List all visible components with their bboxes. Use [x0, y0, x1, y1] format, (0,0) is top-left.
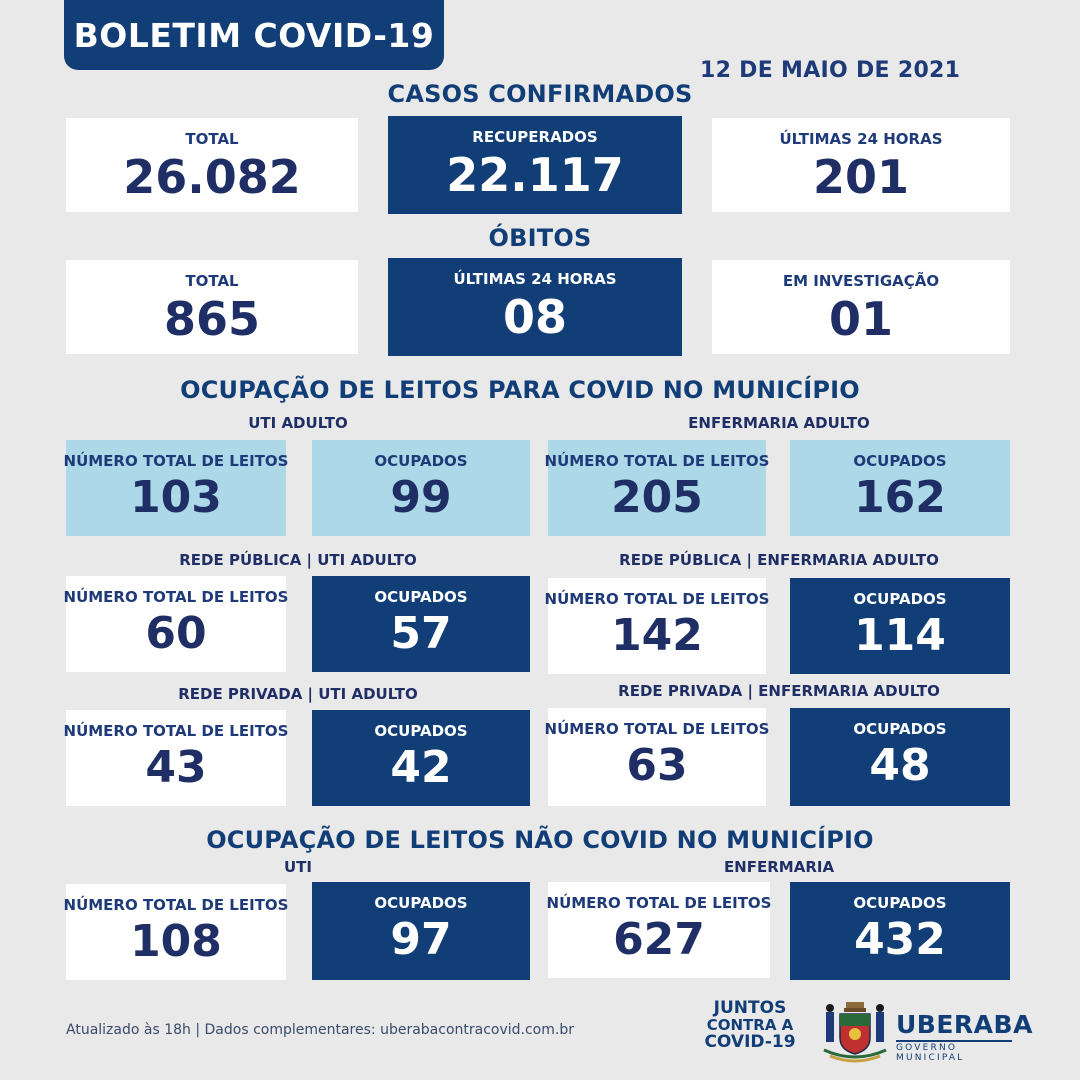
card-label: OCUPADOS: [853, 590, 947, 608]
juntos-line-1: JUNTOS: [713, 998, 787, 1018]
card-value: 99: [390, 472, 452, 523]
bulletin-title: BOLETIM COVID-19: [64, 0, 444, 70]
card-value: 43: [145, 742, 207, 793]
city-name: UBERABA: [896, 1010, 1033, 1039]
card-pub-enf-ocupados: OCUPADOS 114: [790, 578, 1010, 674]
card-casos-recuperados: RECUPERADOS 22.117: [388, 116, 682, 214]
card-value: 205: [611, 472, 703, 523]
card-label: NÚMERO TOTAL DE LEITOS: [544, 452, 770, 470]
subtitle-uti: UTI: [284, 858, 312, 876]
card-obitos-investigacao: EM INVESTIGAÇÃO 01: [712, 260, 1010, 354]
card-uti-ocupados: OCUPADOS 99: [312, 440, 530, 536]
card-label: RECUPERADOS: [472, 128, 598, 146]
card-label: NÚMERO TOTAL DE LEITOS: [546, 894, 772, 912]
card-value: 57: [390, 608, 452, 659]
subtitle-uti-adulto: UTI ADULTO: [248, 414, 348, 432]
card-label: NÚMERO TOTAL DE LEITOS: [63, 722, 289, 740]
card-priv-uti-ocupados: OCUPADOS 42: [312, 710, 530, 806]
card-label: TOTAL: [185, 272, 239, 290]
bulletin-date: 12 DE MAIO DE 2021: [700, 58, 961, 83]
government-label: GOVERNO MUNICIPAL: [896, 1040, 1012, 1063]
card-value: 63: [626, 740, 688, 791]
card-obitos-ultimas-24h: ÚLTIMAS 24 HORAS 08: [388, 258, 682, 356]
card-label: NÚMERO TOTAL DE LEITOS: [544, 720, 770, 738]
card-pub-enf-total-leitos: NÚMERO TOTAL DE LEITOS 142: [545, 578, 769, 674]
card-pub-uti-total-leitos: NÚMERO TOTAL DE LEITOS 60: [63, 576, 289, 672]
card-label: NÚMERO TOTAL DE LEITOS: [63, 896, 289, 914]
card-label: OCUPADOS: [374, 452, 468, 470]
subtitle-rede-privada-uti: REDE PRIVADA | UTI ADULTO: [178, 685, 418, 703]
section-leitos-covid: OCUPAÇÃO DE LEITOS PARA COVID NO MUNICÍP…: [180, 376, 860, 404]
uberaba-logo: UBERABA GOVERNO MUNICIPAL: [896, 1010, 1033, 1063]
card-enf-ocupados: OCUPADOS 162: [790, 440, 1010, 536]
section-obitos: ÓBITOS: [488, 224, 592, 252]
card-value: 60: [145, 608, 207, 659]
card-value: 42: [390, 742, 452, 793]
subtitle-enfermaria: ENFERMARIA: [723, 858, 835, 876]
card-nc-uti-ocupados: OCUPADOS 97: [312, 882, 530, 980]
card-priv-enf-total-leitos: NÚMERO TOTAL DE LEITOS 63: [545, 708, 769, 806]
card-label: ÚLTIMAS 24 HORAS: [779, 130, 943, 148]
card-obitos-total: TOTAL 865: [66, 260, 358, 354]
card-label: OCUPADOS: [374, 588, 468, 606]
card-label: NÚMERO TOTAL DE LEITOS: [63, 452, 289, 470]
card-uti-total-leitos: NÚMERO TOTAL DE LEITOS 103: [63, 440, 289, 536]
card-label: OCUPADOS: [853, 452, 947, 470]
footer-note: Atualizado às 18h | Dados complementares…: [66, 1022, 574, 1038]
section-leitos-nao-covid: OCUPAÇÃO DE LEITOS NÃO COVID NO MUNICÍPI…: [206, 826, 874, 854]
card-casos-total: TOTAL 26.082: [66, 118, 358, 212]
card-value: 114: [854, 610, 946, 661]
card-value: 97: [390, 914, 452, 965]
juntos-contra-covid-logo: JUNTOS CONTRA A COVID-19: [700, 998, 800, 1052]
subtitle-rede-publica-uti: REDE PÚBLICA | UTI ADULTO: [179, 551, 417, 569]
card-pub-uti-ocupados: OCUPADOS 57: [312, 576, 530, 672]
card-value: 48: [869, 740, 931, 791]
card-priv-uti-total-leitos: NÚMERO TOTAL DE LEITOS 43: [63, 710, 289, 806]
card-value: 108: [130, 916, 222, 967]
juntos-line-3: COVID-19: [704, 1031, 796, 1052]
card-label: OCUPADOS: [853, 894, 947, 912]
subtitle-rede-privada-enfermaria: REDE PRIVADA | ENFERMARIA ADULTO: [618, 682, 940, 700]
card-value: 201: [812, 150, 910, 204]
card-label: OCUPADOS: [374, 722, 468, 740]
card-nc-uti-total-leitos: NÚMERO TOTAL DE LEITOS 108: [63, 884, 289, 980]
card-label: TOTAL: [185, 130, 239, 148]
card-label: OCUPADOS: [853, 720, 947, 738]
city-crest-icon: [823, 1002, 887, 1063]
subtitle-rede-publica-enfermaria: REDE PÚBLICA | ENFERMARIA ADULTO: [619, 551, 939, 569]
section-casos-confirmados: CASOS CONFIRMADOS: [387, 80, 693, 108]
card-label: OCUPADOS: [374, 894, 468, 912]
card-value: 432: [854, 914, 946, 965]
card-nc-enf-ocupados: OCUPADOS 432: [790, 882, 1010, 980]
subtitle-enfermaria-adulto: ENFERMARIA ADULTO: [688, 414, 870, 432]
card-value: 627: [613, 914, 705, 965]
card-value: 08: [502, 290, 567, 344]
card-label: NÚMERO TOTAL DE LEITOS: [544, 590, 770, 608]
card-label: NÚMERO TOTAL DE LEITOS: [63, 588, 289, 606]
card-value: 26.082: [123, 150, 301, 204]
card-value: 01: [828, 292, 893, 346]
card-value: 103: [130, 472, 222, 523]
card-label: EM INVESTIGAÇÃO: [782, 272, 940, 290]
card-value: 865: [163, 292, 261, 346]
card-label: ÚLTIMAS 24 HORAS: [453, 270, 617, 288]
card-priv-enf-ocupados: OCUPADOS 48: [790, 708, 1010, 806]
card-value: 142: [611, 610, 703, 661]
card-enf-total-leitos: NÚMERO TOTAL DE LEITOS 205: [545, 440, 769, 536]
juntos-line-2: CONTRA A: [706, 1015, 794, 1034]
card-casos-ultimas-24h: ÚLTIMAS 24 HORAS 201: [712, 118, 1010, 212]
card-value: 22.117: [446, 148, 624, 202]
card-value: 162: [854, 472, 946, 523]
card-nc-enf-total-leitos: NÚMERO TOTAL DE LEITOS 627: [546, 882, 772, 978]
